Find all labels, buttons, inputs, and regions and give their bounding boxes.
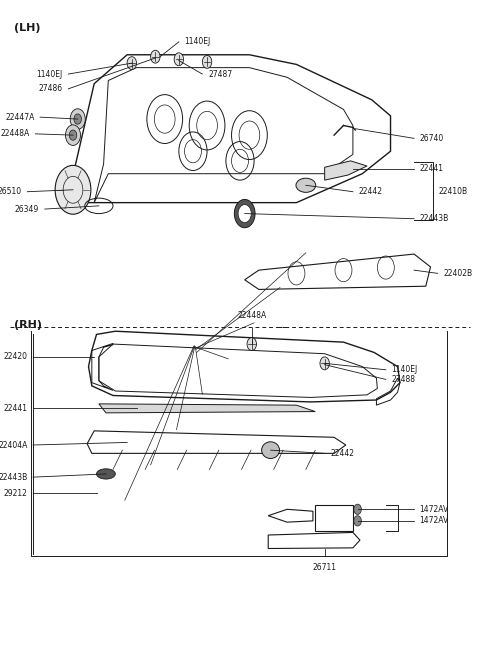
Circle shape <box>70 109 85 129</box>
Polygon shape <box>324 161 367 180</box>
Circle shape <box>320 357 329 370</box>
Text: 1472AV: 1472AV <box>420 505 449 514</box>
Text: 22410B: 22410B <box>439 186 468 195</box>
Text: 22402B: 22402B <box>443 269 472 278</box>
Text: 22441: 22441 <box>420 164 444 173</box>
Text: 1472AV: 1472AV <box>420 516 449 525</box>
Circle shape <box>65 125 81 146</box>
Text: 26349: 26349 <box>15 205 39 214</box>
Circle shape <box>203 55 212 68</box>
Circle shape <box>238 205 252 222</box>
Circle shape <box>234 199 255 228</box>
Circle shape <box>69 130 77 140</box>
Text: 1140EJ: 1140EJ <box>184 37 211 47</box>
Text: (LH): (LH) <box>14 23 41 33</box>
Text: (RH): (RH) <box>14 320 42 330</box>
Text: 1140EJ: 1140EJ <box>392 365 418 375</box>
Text: 26510: 26510 <box>0 187 22 196</box>
Text: 22404A: 22404A <box>0 441 27 449</box>
Text: 22442: 22442 <box>359 187 383 196</box>
Circle shape <box>74 114 82 124</box>
Circle shape <box>354 516 361 526</box>
Text: 27486: 27486 <box>38 85 63 93</box>
Text: 22441: 22441 <box>3 404 27 413</box>
Text: 22443B: 22443B <box>420 215 449 223</box>
Text: 26711: 26711 <box>312 563 336 571</box>
Ellipse shape <box>296 178 316 192</box>
Circle shape <box>151 51 160 63</box>
Text: 29212: 29212 <box>3 489 27 498</box>
Text: 22443B: 22443B <box>0 473 27 482</box>
Text: 22447A: 22447A <box>5 113 35 121</box>
Text: 22442: 22442 <box>330 449 354 458</box>
Text: 27488: 27488 <box>392 375 416 384</box>
Circle shape <box>354 504 361 514</box>
Text: 27487: 27487 <box>208 70 232 79</box>
Ellipse shape <box>96 469 115 479</box>
Circle shape <box>174 53 183 66</box>
Text: 22420: 22420 <box>3 352 27 361</box>
Text: 26740: 26740 <box>420 134 444 143</box>
Circle shape <box>55 165 91 215</box>
Circle shape <box>247 338 256 350</box>
Polygon shape <box>99 404 315 413</box>
Text: 1140EJ: 1140EJ <box>36 70 63 79</box>
Text: 22448A: 22448A <box>237 312 266 320</box>
Ellipse shape <box>262 441 279 459</box>
Circle shape <box>127 56 136 70</box>
Text: 22448A: 22448A <box>0 129 30 138</box>
